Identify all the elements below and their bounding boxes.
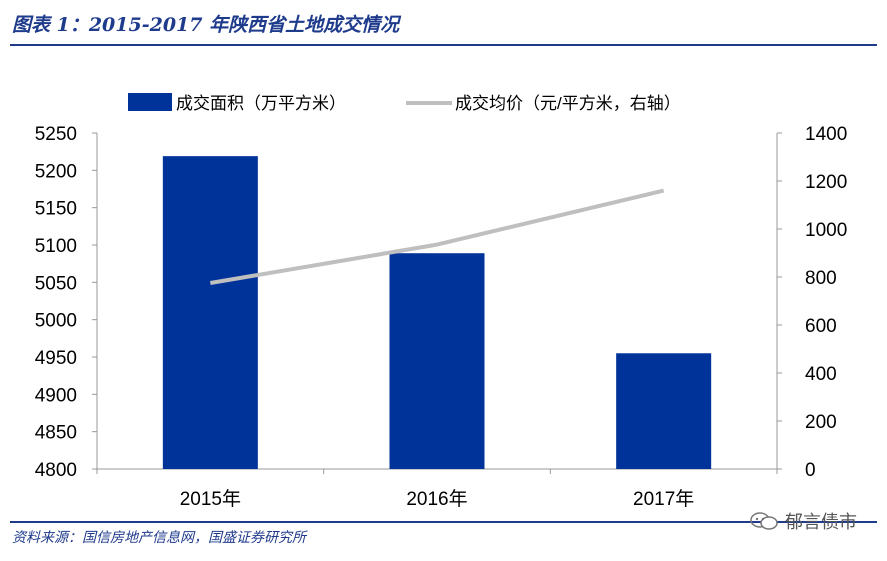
y-left-tick-label: 4850: [35, 423, 77, 444]
y-left-tick-label: 4950: [35, 348, 77, 369]
bars: [162, 156, 712, 469]
y-left-tick-label: 5150: [35, 199, 77, 220]
y-right-tick-label: 1000: [805, 220, 847, 241]
y-right-tick-label: 400: [805, 364, 837, 385]
source-rule: [10, 521, 877, 523]
y-left-tick-label: 4800: [35, 460, 77, 481]
bar: [616, 353, 712, 469]
title-rule: [10, 44, 877, 46]
y-right-tick-label: 600: [805, 316, 837, 337]
legend-swatch-bar: [128, 93, 172, 111]
watermark: 郁言债市: [749, 508, 857, 534]
y-left-tick-label: 4900: [35, 385, 77, 406]
y-right-tick-label: 0: [805, 460, 816, 481]
bar: [162, 156, 258, 469]
wechat-icon: [750, 512, 778, 530]
legend: 成交面积（万平方米） 成交均价（元/平方米，右轴）: [128, 93, 681, 113]
x-tick-label: 2017年: [633, 488, 694, 510]
y-right-tick-label: 200: [805, 412, 837, 433]
x-tick-label: 2015年: [180, 488, 241, 510]
bar: [389, 253, 485, 469]
figure-title: 图表 1：2015-2017 年陕西省土地成交情况: [12, 14, 400, 36]
watermark-text: 郁言债市: [785, 512, 857, 533]
y-left-tick-label: 5200: [35, 161, 77, 182]
y-right-tick-label: 800: [805, 268, 837, 289]
y-right-tick-label: 1400: [805, 124, 847, 145]
y-right-tick-label: 1200: [805, 172, 847, 193]
x-tick-label: 2016年: [406, 488, 467, 510]
y-left-tick-label: 5100: [35, 236, 77, 257]
line-series: [209, 188, 665, 285]
legend-label-line: 成交均价（元/平方米，右轴）: [455, 94, 681, 113]
source-note: 资料来源：国信房地产信息网，国盛证券研究所: [12, 530, 306, 546]
y-left-tick-label: 5050: [35, 273, 77, 294]
y-left-tick-label: 5250: [35, 124, 77, 145]
legend-label-bar: 成交面积（万平方米）: [176, 94, 346, 113]
y-left-tick-label: 5000: [35, 311, 77, 332]
